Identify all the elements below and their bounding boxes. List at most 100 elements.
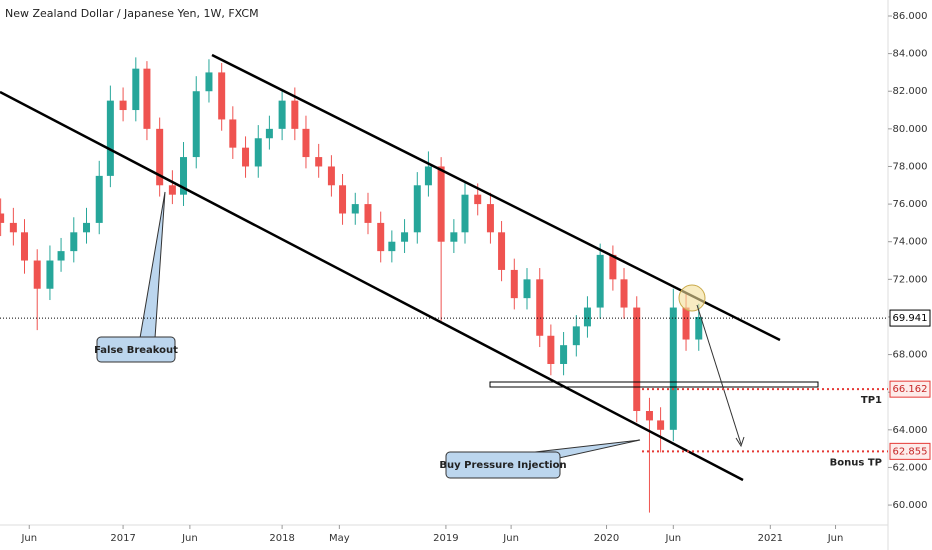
candle-body xyxy=(695,316,703,340)
callout-box xyxy=(445,451,561,479)
candle-body xyxy=(242,147,250,167)
candle-body xyxy=(302,128,310,158)
candle-body xyxy=(572,326,580,346)
candle-body xyxy=(486,204,494,233)
candle-body xyxy=(547,335,555,364)
candle-body xyxy=(351,204,359,214)
y-tick-label: 84.000 xyxy=(893,49,928,60)
x-tick-label: 2020 xyxy=(594,533,619,544)
candle-body xyxy=(315,157,323,167)
y-tick-label: 68.000 xyxy=(893,350,928,361)
y-tick-label: 82.000 xyxy=(893,86,928,97)
y-tick-label: 86.000 xyxy=(893,11,928,22)
arrow xyxy=(696,304,742,445)
candle-body xyxy=(143,68,151,129)
candle-body xyxy=(291,100,299,129)
candle-body xyxy=(388,241,396,252)
annotation: Buy Pressure Injection xyxy=(439,460,566,471)
candle-body xyxy=(583,307,591,327)
callout-box xyxy=(96,336,176,363)
level-name: TP1 xyxy=(861,395,882,406)
candle-body xyxy=(33,260,41,289)
candle-body xyxy=(657,420,665,430)
x-tick-label: 2017 xyxy=(110,533,135,544)
y-tick-label: 80.000 xyxy=(893,124,928,135)
support-zone xyxy=(489,381,819,388)
candle-body xyxy=(498,232,506,270)
y-tick-label: 64.000 xyxy=(893,425,928,436)
candle-body xyxy=(156,128,164,186)
price-label: 62.855 xyxy=(893,446,928,457)
candle-body xyxy=(682,307,690,340)
candle-body xyxy=(9,222,17,233)
x-tick-label: Jun xyxy=(827,533,844,544)
y-tick-label: 76.000 xyxy=(893,199,928,210)
candle-body xyxy=(450,232,458,242)
x-tick-label: 2018 xyxy=(269,533,294,544)
candle-body xyxy=(536,279,544,336)
candle-body xyxy=(106,100,114,176)
x-tick-label: May xyxy=(329,533,350,544)
price-label: 69.941 xyxy=(893,313,928,324)
candle-body xyxy=(254,138,262,167)
chart-title: New Zealand Dollar / Japanese Yen, 1W, F… xyxy=(5,7,259,20)
candle-body xyxy=(633,307,641,412)
candle-body xyxy=(192,91,200,158)
candle-body xyxy=(401,232,409,242)
candle-body xyxy=(424,166,432,186)
candle-body xyxy=(83,222,91,233)
candle-body xyxy=(0,213,5,223)
level-name: Bonus TP xyxy=(830,457,882,468)
arrow-head xyxy=(735,436,745,448)
candle-body xyxy=(180,157,188,195)
price-label-box xyxy=(889,309,931,327)
candle-body xyxy=(205,72,213,92)
candle-body xyxy=(461,194,469,233)
candle-body xyxy=(609,254,617,280)
candle-body xyxy=(20,232,28,261)
y-tick-label: 62.000 xyxy=(893,462,928,473)
candle-body xyxy=(560,345,568,364)
price-label-box xyxy=(889,380,931,398)
y-tick-label: 60.000 xyxy=(893,500,928,511)
candle-body xyxy=(119,100,127,111)
candle-body xyxy=(437,166,445,242)
annotation: False Breakout xyxy=(94,345,178,356)
candle-body xyxy=(596,254,604,308)
price-label: 66.162 xyxy=(893,384,928,395)
y-tick-label: 74.000 xyxy=(893,237,928,248)
candle-body xyxy=(57,251,65,261)
candle-body xyxy=(229,119,237,148)
candle-body xyxy=(265,128,273,139)
candle-body xyxy=(364,204,372,223)
candle-body xyxy=(46,260,54,289)
x-tick-label: Jun xyxy=(502,533,519,544)
candle-body xyxy=(70,232,78,252)
candle-body xyxy=(523,279,531,299)
x-tick-label: Jun xyxy=(181,533,198,544)
price-label-box xyxy=(889,442,931,460)
x-tick-label: 2021 xyxy=(758,533,783,544)
x-tick-label: Jun xyxy=(20,533,37,544)
candle-body xyxy=(669,307,677,430)
x-tick-label: Jun xyxy=(665,533,682,544)
candle-body xyxy=(377,222,385,252)
x-tick-label: 2019 xyxy=(433,533,458,544)
candle-body xyxy=(168,185,176,195)
candle-body xyxy=(474,194,482,205)
highlight-circle xyxy=(678,284,706,312)
candle-body xyxy=(620,279,628,308)
candle-body xyxy=(218,72,226,120)
candle-body xyxy=(327,166,335,186)
candle-body xyxy=(510,269,518,299)
y-tick-label: 78.000 xyxy=(893,161,928,172)
y-tick-label: 72.000 xyxy=(893,274,928,285)
candles xyxy=(0,57,703,513)
candle-body xyxy=(132,68,140,111)
lower-channel xyxy=(0,90,744,482)
candle-body xyxy=(413,185,421,233)
candle-body xyxy=(339,185,347,214)
candle-body xyxy=(95,175,103,223)
candle-body xyxy=(278,100,286,129)
